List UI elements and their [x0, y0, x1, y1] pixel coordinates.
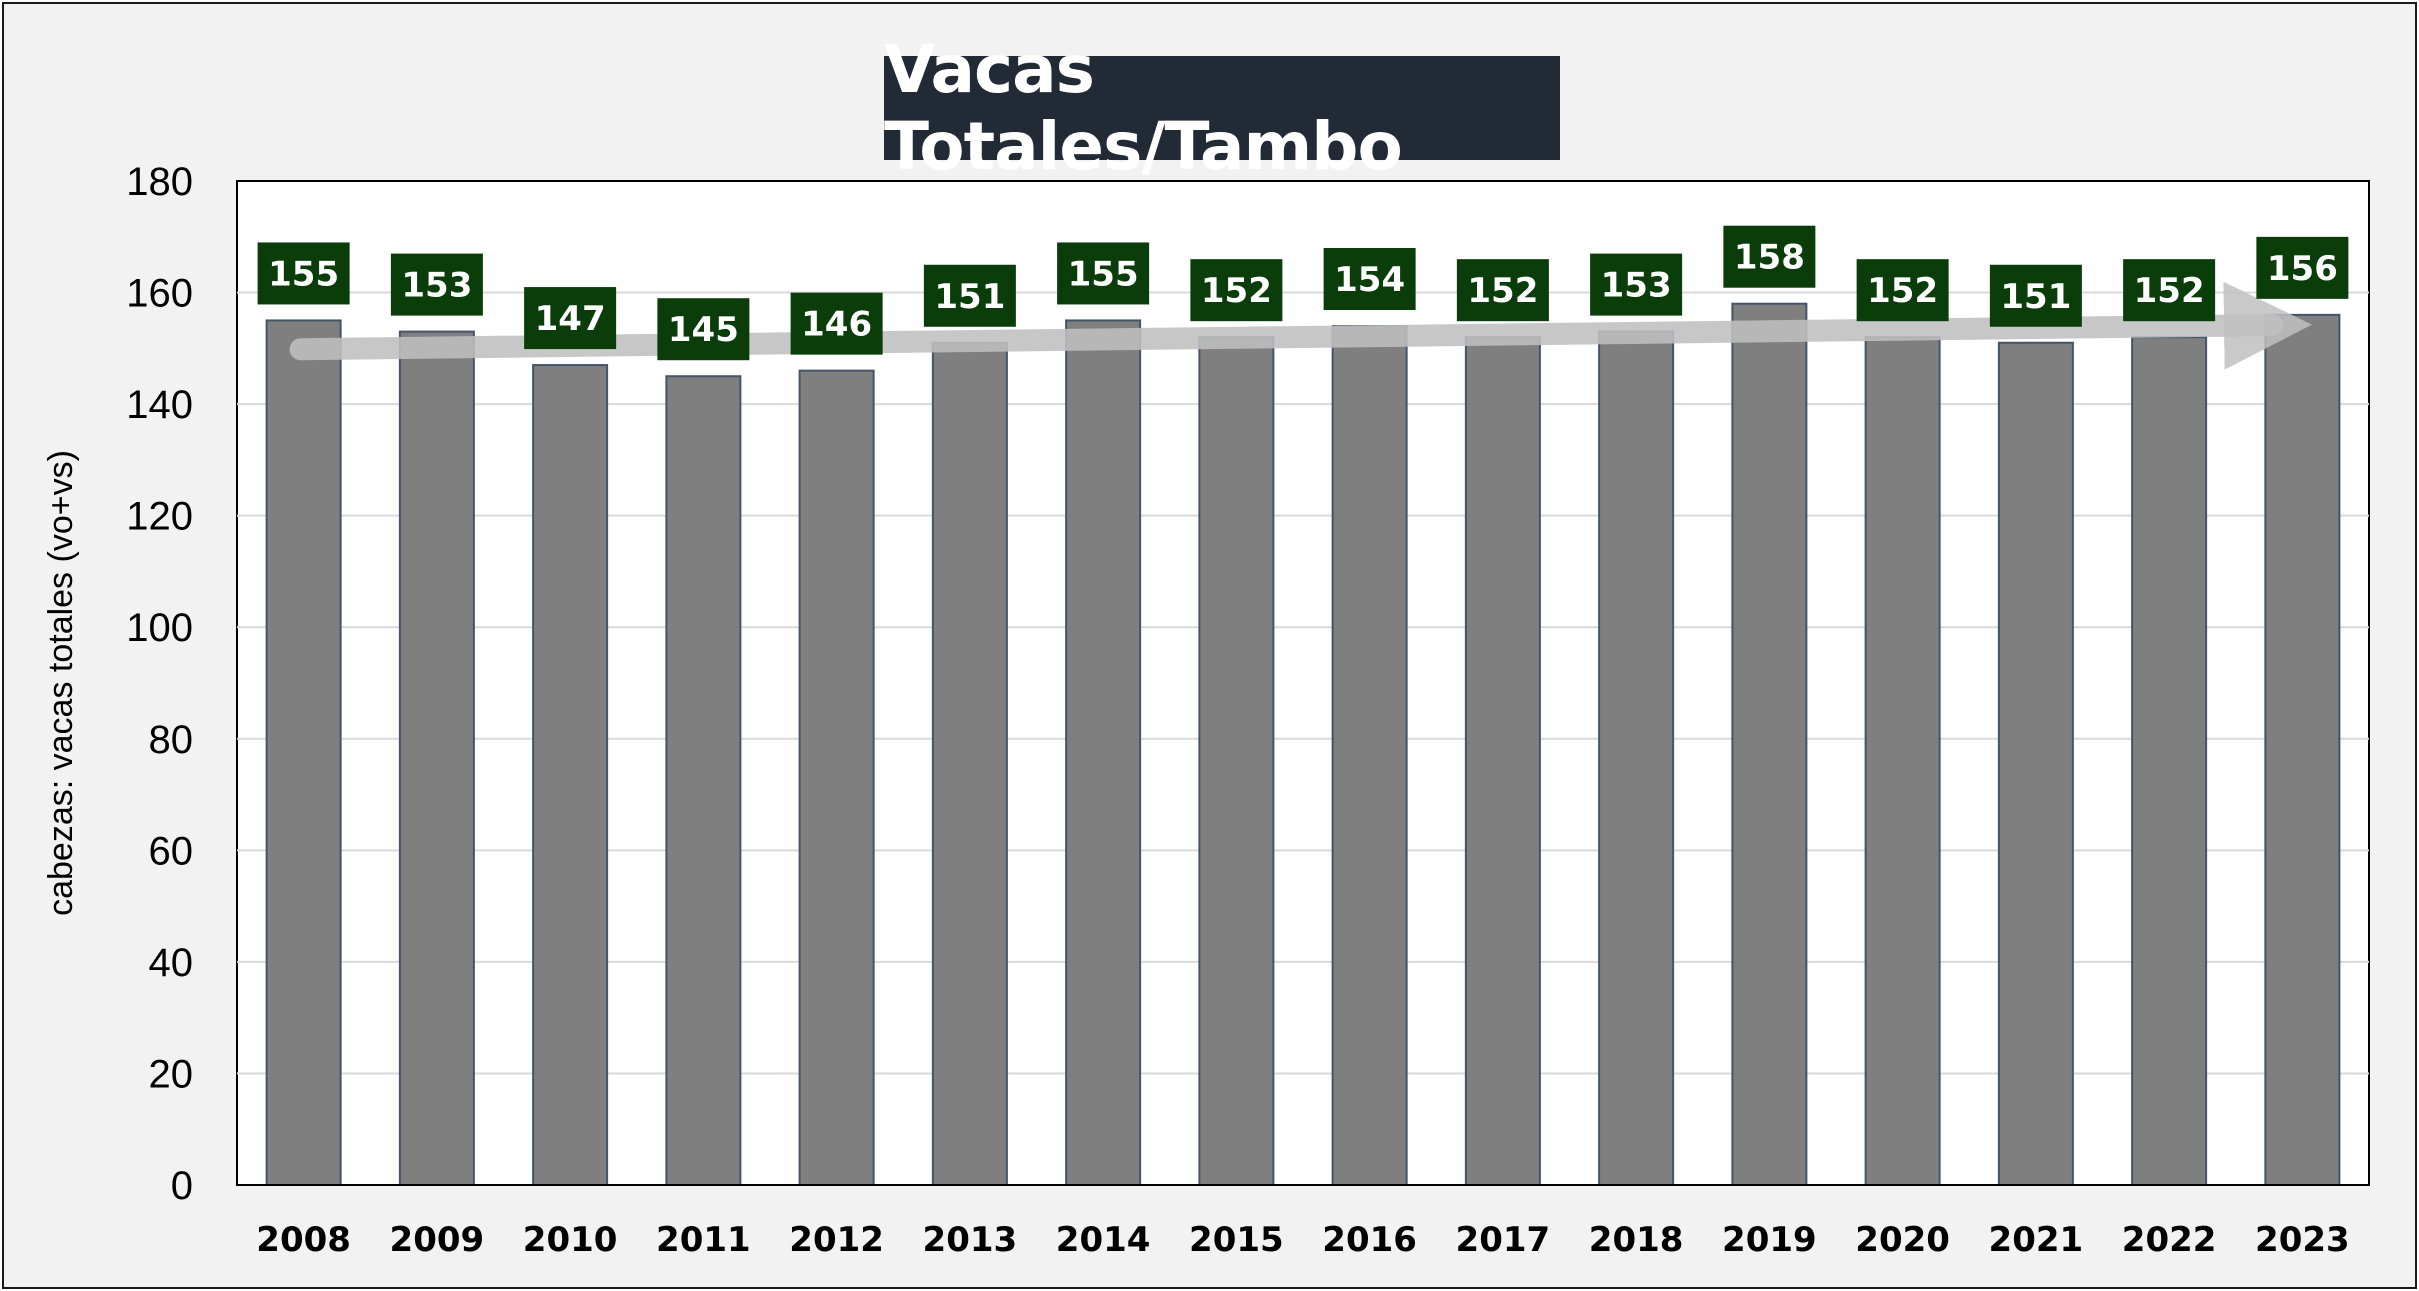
svg-text:151: 151 — [934, 277, 1005, 317]
data-label: 158 — [1723, 225, 1816, 288]
x-tick-label: 2012 — [789, 1220, 884, 1260]
x-tick-label: 2011 — [656, 1220, 751, 1260]
data-label: 156 — [2256, 236, 2349, 299]
x-tick-label: 2008 — [256, 1220, 351, 1260]
svg-text:152: 152 — [1201, 271, 1272, 311]
x-tick-label: 2010 — [523, 1220, 618, 1260]
data-label: 152 — [1856, 259, 1949, 322]
y-axis-ticks: 0 20 40 60 80 100 120 140 160 180 — [126, 160, 193, 1208]
data-label: 155 — [257, 242, 350, 305]
y-tick-label: 0 — [171, 1164, 193, 1208]
data-labels: 155 153 147 145 146 151 155 152 154 152 153 158 152 1… — [257, 225, 2349, 361]
chart-title: Vacas Totales/Tambo — [884, 31, 1403, 185]
trend-arrow-line — [289, 281, 2312, 370]
y-tick-label: 80 — [149, 718, 194, 762]
x-tick-label: 2013 — [923, 1220, 1018, 1260]
bar — [931, 341, 1008, 1186]
y-tick-label: 60 — [149, 829, 194, 873]
bar — [1331, 325, 1408, 1186]
data-label: 152 — [2123, 259, 2216, 322]
y-axis-label: cabezas: vacas totales (vo+vs) — [42, 450, 80, 916]
data-label: 154 — [1323, 248, 1416, 311]
y-tick-label: 180 — [126, 160, 193, 204]
svg-text:153: 153 — [401, 266, 472, 306]
x-tick-label: 2023 — [2255, 1220, 2350, 1260]
y-tick-label: 140 — [126, 383, 193, 427]
bar — [1731, 302, 1808, 1186]
x-tick-label: 2015 — [1189, 1220, 1284, 1260]
svg-text:154: 154 — [1334, 260, 1405, 300]
x-tick-label: 2016 — [1322, 1220, 1417, 1260]
data-label: 153 — [1590, 253, 1683, 316]
bar — [1598, 330, 1675, 1187]
data-label: 153 — [390, 253, 483, 316]
y-tick-label: 160 — [126, 272, 193, 316]
x-tick-label: 2020 — [1855, 1220, 1950, 1260]
svg-text:147: 147 — [535, 299, 606, 339]
svg-text:155: 155 — [1068, 254, 1139, 294]
data-label: 145 — [657, 298, 750, 361]
y-tick-label: 40 — [149, 941, 194, 985]
bar — [1464, 336, 1541, 1186]
bar — [532, 364, 609, 1187]
x-axis-ticks: 2008 2009 2010 2011 2012 2013 2014 2015 2016 2017… — [256, 1220, 2349, 1260]
svg-text:152: 152 — [1867, 271, 1938, 311]
data-label: 152 — [1190, 259, 1283, 322]
data-label: 155 — [1057, 242, 1150, 305]
svg-text:153: 153 — [1601, 266, 1672, 306]
x-tick-label: 2017 — [1456, 1220, 1551, 1260]
svg-text:155: 155 — [268, 254, 339, 294]
svg-text:145: 145 — [668, 310, 739, 350]
data-label: 146 — [790, 292, 883, 355]
bar — [2264, 313, 2341, 1187]
x-tick-label: 2014 — [1056, 1220, 1151, 1260]
bar — [665, 375, 742, 1186]
data-label: 151 — [923, 264, 1016, 327]
chart-title-box: Vacas Totales/Tambo — [884, 31, 1560, 185]
x-tick-label: 2009 — [390, 1220, 485, 1260]
bar — [2131, 336, 2208, 1186]
bar — [798, 369, 875, 1186]
bar — [1864, 336, 1941, 1186]
y-tick-label: 20 — [149, 1052, 194, 1096]
bars — [237, 302, 2369, 1187]
trend-arrow — [289, 281, 2312, 370]
svg-text:152: 152 — [2134, 271, 2205, 311]
x-tick-label: 2018 — [1589, 1220, 1684, 1260]
x-tick-label: 2021 — [1989, 1220, 2084, 1260]
data-label: 147 — [524, 287, 617, 350]
bar — [1198, 336, 1275, 1186]
svg-text:152: 152 — [1467, 271, 1538, 311]
x-tick-label: 2019 — [1722, 1220, 1817, 1260]
data-label: 152 — [1456, 259, 1549, 322]
svg-text:151: 151 — [2000, 277, 2071, 317]
bar — [1997, 341, 2074, 1186]
svg-text:156: 156 — [2267, 249, 2338, 289]
svg-text:146: 146 — [801, 305, 872, 345]
data-label: 151 — [1989, 264, 2082, 327]
bar — [265, 319, 342, 1186]
y-tick-label: 120 — [126, 495, 193, 539]
x-tick-label: 2022 — [2122, 1220, 2217, 1260]
bar — [398, 330, 475, 1187]
bar — [1065, 319, 1142, 1186]
y-tick-label: 100 — [126, 606, 193, 650]
svg-text:158: 158 — [1734, 238, 1805, 278]
